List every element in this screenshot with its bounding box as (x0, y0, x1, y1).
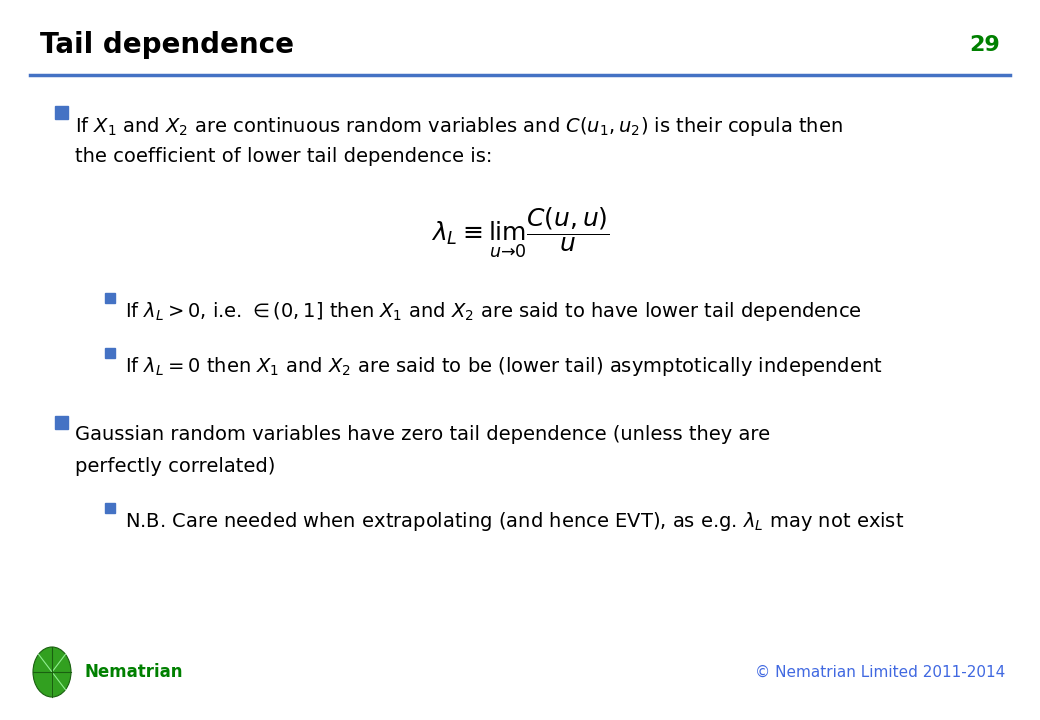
Text: perfectly correlated): perfectly correlated) (75, 457, 276, 476)
Text: If $\lambda_L = 0$ then $X_1$ and $X_2$ are said to be (lower tail) asymptotical: If $\lambda_L = 0$ then $X_1$ and $X_2$ … (125, 355, 883, 378)
Text: Tail dependence: Tail dependence (40, 31, 294, 59)
Text: If $\lambda_L > 0$, i.e. $\in (0,1]$ then $X_1$ and $X_2$ are said to have lower: If $\lambda_L > 0$, i.e. $\in (0,1]$ the… (125, 300, 862, 323)
Text: $\lambda_L \equiv \lim_{u \to 0} \dfrac{C\left(u,u\right)}{u}$: $\lambda_L \equiv \lim_{u \to 0} \dfrac{… (431, 205, 609, 260)
Text: © Nematrian Limited 2011-2014: © Nematrian Limited 2011-2014 (755, 665, 1005, 680)
Text: N.B. Care needed when extrapolating (and hence EVT), as e.g. $\lambda_L$ may not: N.B. Care needed when extrapolating (and… (125, 510, 904, 533)
Text: Nematrian: Nematrian (84, 663, 182, 681)
Text: Gaussian random variables have zero tail dependence (unless they are: Gaussian random variables have zero tail… (75, 425, 771, 444)
Text: the coefficient of lower tail dependence is:: the coefficient of lower tail dependence… (75, 147, 492, 166)
Text: 29: 29 (969, 35, 1000, 55)
Text: If $X_1$ and $X_2$ are continuous random variables and $C(u_1,u_2)$ is their cop: If $X_1$ and $X_2$ are continuous random… (75, 115, 842, 138)
